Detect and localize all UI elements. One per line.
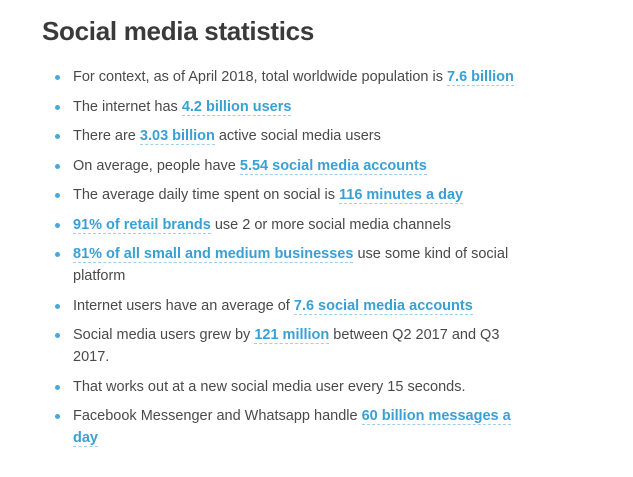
- bullet-icon: [55, 414, 60, 419]
- stat-text: There are: [73, 128, 140, 144]
- stat-link[interactable]: 81% of all small and medium businesses: [73, 246, 354, 263]
- stat-text: use some kind of social platform: [73, 246, 509, 284]
- list-item: That works out at a new social media use…: [0, 376, 518, 398]
- list-item: On average, people have 5.54 social medi…: [0, 155, 518, 177]
- list-item: Facebook Messenger and Whatsapp handle 6…: [0, 405, 518, 449]
- bullet-icon: [55, 193, 60, 198]
- stat-text: between Q2 2017 and Q3 2017.: [73, 327, 500, 365]
- stat-text: For context, as of April 2018, total wor…: [73, 69, 447, 85]
- stat-text: active social media users: [214, 128, 381, 144]
- stat-link[interactable]: 5.54 social media accounts: [239, 157, 427, 175]
- stat-text: That works out at a new social media use…: [73, 378, 466, 395]
- stat-text: use 2 or more social media channels: [210, 216, 451, 233]
- stat-link[interactable]: 7.6 social media accounts: [293, 297, 473, 315]
- stats-list: For context, as of April 2018, total wor…: [0, 66, 633, 457]
- stat-link[interactable]: 4.2 billion users: [181, 98, 292, 116]
- stat-text: Social media users grew by: [73, 327, 255, 343]
- stat-link[interactable]: 121 million: [254, 327, 330, 344]
- bullet-icon: [55, 75, 60, 80]
- stat-link[interactable]: 7.6 billion: [446, 69, 514, 86]
- bullet-icon: [55, 222, 60, 228]
- list-item: For context, as of April 2018, total wor…: [0, 66, 518, 88]
- bullet-icon: [55, 384, 60, 390]
- list-item: Social media users grew by 121 million b…: [0, 324, 518, 368]
- stat-text: Facebook Messenger and Whatsapp handle: [73, 408, 362, 424]
- stat-text: The average daily time spent on social i…: [73, 187, 339, 203]
- list-item: The internet has 4.2 billion users: [0, 96, 518, 118]
- stat-text: Internet users have an average of: [73, 297, 294, 314]
- page-title: Social media statistics: [42, 16, 315, 46]
- bullet-icon: [55, 134, 60, 139]
- stat-text: The internet has: [73, 98, 182, 115]
- stat-link[interactable]: 60 billion messages a day: [73, 408, 511, 447]
- stat-link[interactable]: 116 minutes a day: [338, 187, 464, 204]
- stat-text: On average, people have: [73, 157, 240, 174]
- list-item: 81% of all small and medium businesses u…: [0, 243, 518, 287]
- stat-link[interactable]: 91% of retail brands: [73, 216, 211, 234]
- bullet-icon: [55, 252, 60, 257]
- list-item: 91% of retail brands use 2 or more socia…: [0, 214, 518, 236]
- list-item: The average daily time spent on social i…: [0, 184, 518, 206]
- list-item: Internet users have an average of 7.6 so…: [0, 295, 518, 317]
- bullet-icon: [55, 104, 60, 110]
- bullet-icon: [55, 303, 60, 309]
- bullet-icon: [55, 163, 60, 169]
- list-item: There are 3.03 billion active social med…: [0, 125, 518, 147]
- stat-link[interactable]: 3.03 billion: [139, 128, 215, 145]
- bullet-icon: [55, 333, 60, 338]
